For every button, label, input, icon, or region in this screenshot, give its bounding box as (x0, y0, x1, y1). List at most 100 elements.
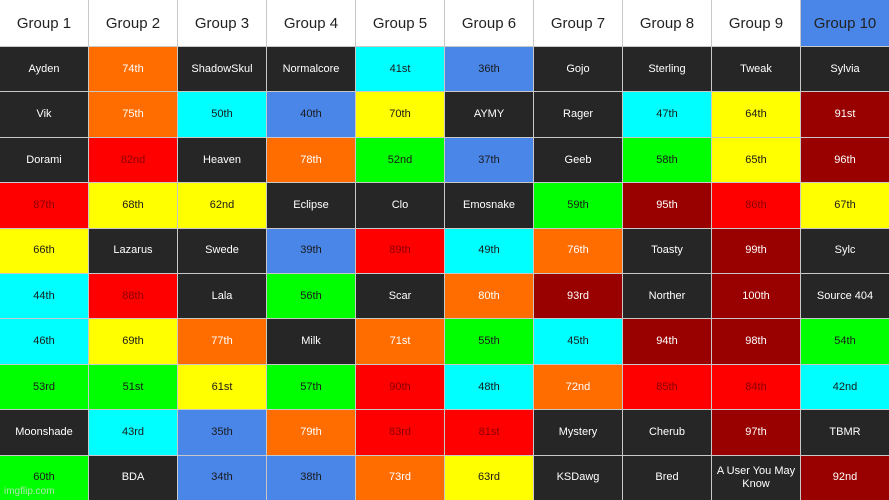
grid-cell: Dorami (0, 137, 88, 183)
grid-cell: KSDawg (534, 455, 622, 500)
grid-cell: 54th (801, 319, 889, 364)
grid-cell: 62nd (178, 183, 266, 228)
group-header: Group 7 (534, 0, 622, 46)
grid-cell: 40th (267, 92, 355, 137)
grid-cell: Swede (178, 228, 266, 273)
grid-cell: Mystery (534, 410, 622, 455)
grid-cell: Heaven (178, 137, 266, 183)
grid-cell: A User You May Know (712, 455, 800, 500)
grid-cell: 34th (178, 455, 266, 500)
grid-cell: 79th (267, 410, 355, 455)
grid-cell: 49th (445, 228, 533, 273)
group-header: Group 3 (178, 0, 266, 46)
grid-cell: 60th (0, 455, 88, 500)
grid-cell: 98th (712, 319, 800, 364)
grid-cell: 56th (267, 274, 355, 319)
grid-cell: Clo (356, 183, 444, 228)
grid-cell: 68th (89, 183, 177, 228)
grid-cell: 92nd (801, 455, 889, 500)
grid-cell: Sylc (801, 228, 889, 273)
grid-cell: Eclipse (267, 183, 355, 228)
grid-cell: 38th (267, 455, 355, 500)
grid-cell: 45th (534, 319, 622, 364)
grid-cell: 51st (89, 364, 177, 410)
grid-cell: 75th (89, 92, 177, 137)
grid-cell: 99th (712, 228, 800, 273)
grid-cell: 37th (445, 137, 533, 183)
grid-cell: 36th (445, 47, 533, 92)
grid-cell: Gojo (534, 47, 622, 92)
grid-cell: Moonshade (0, 410, 88, 455)
grid-cell: 35th (178, 410, 266, 455)
group-header: Group 5 (356, 0, 444, 46)
grid-cell: 91st (801, 92, 889, 137)
grid-cell: 83rd (356, 410, 444, 455)
grid-cell: Scar (356, 274, 444, 319)
grid-cell: 57th (267, 364, 355, 410)
grid-cell: 97th (712, 410, 800, 455)
grid-cell: Ayden (0, 47, 88, 92)
grid-cell: 89th (356, 228, 444, 273)
grid-cell: ShadowSkul (178, 47, 266, 92)
grid-cell: 43rd (89, 410, 177, 455)
grid-cell: 94th (623, 319, 711, 364)
grid-cell: 63rd (445, 455, 533, 500)
grid-cell: Lala (178, 274, 266, 319)
grid-cell: 46th (0, 319, 88, 364)
grid-cell: 55th (445, 319, 533, 364)
grid-cell: Rager (534, 92, 622, 137)
grid-cell: Source 404 (801, 274, 889, 319)
grid-cell: TBMR (801, 410, 889, 455)
grid-cell: 76th (534, 228, 622, 273)
grid-cell: Norther (623, 274, 711, 319)
grid-cell: 64th (712, 92, 800, 137)
grid-cell: Tweak (712, 47, 800, 92)
grid-cell: 72nd (534, 364, 622, 410)
grid-cell: 96th (801, 137, 889, 183)
group-header: Group 9 (712, 0, 800, 46)
grid-cell: 47th (623, 92, 711, 137)
group-header: Group 1 (0, 0, 88, 46)
grid-cell: Vik (0, 92, 88, 137)
grid-cell: 85th (623, 364, 711, 410)
grid-cell: 41st (356, 47, 444, 92)
grid-cell: Lazarus (89, 228, 177, 273)
grid-cell: Milk (267, 319, 355, 364)
grid-cell: 90th (356, 364, 444, 410)
grid-cell: 50th (178, 92, 266, 137)
grid-cell: 74th (89, 47, 177, 92)
grid-cell: 80th (445, 274, 533, 319)
grid-cell: 86th (712, 183, 800, 228)
grid-cell: 42nd (801, 364, 889, 410)
grid-cell: Sterling (623, 47, 711, 92)
grid-cell: 78th (267, 137, 355, 183)
grid-cell: 48th (445, 364, 533, 410)
group-header: Group 6 (445, 0, 533, 46)
grid-cell: 88th (89, 274, 177, 319)
group-header: Group 10 (801, 0, 889, 46)
grid-cell: 53rd (0, 364, 88, 410)
grid-cell: 59th (534, 183, 622, 228)
grid-cell: 73rd (356, 455, 444, 500)
grid-cell: 65th (712, 137, 800, 183)
grid-cell: 58th (623, 137, 711, 183)
group-header: Group 2 (89, 0, 177, 46)
grid-cell: 93rd (534, 274, 622, 319)
grid-cell: 66th (0, 228, 88, 273)
grid-cell: 70th (356, 92, 444, 137)
grid-cell: Sylvia (801, 47, 889, 92)
grid-cell: 39th (267, 228, 355, 273)
grid-cell: 52nd (356, 137, 444, 183)
grid-cell: Emosnake (445, 183, 533, 228)
grid-cell: 77th (178, 319, 266, 364)
grid-cell: 67th (801, 183, 889, 228)
grid-cell: 61st (178, 364, 266, 410)
group-header: Group 4 (267, 0, 355, 46)
grid-cell: Cherub (623, 410, 711, 455)
grid-cell: AYMY (445, 92, 533, 137)
grid-cell: Toasty (623, 228, 711, 273)
grid-cell: 71st (356, 319, 444, 364)
watermark-text: imgflip.com (4, 486, 55, 497)
group-header: Group 8 (623, 0, 711, 46)
